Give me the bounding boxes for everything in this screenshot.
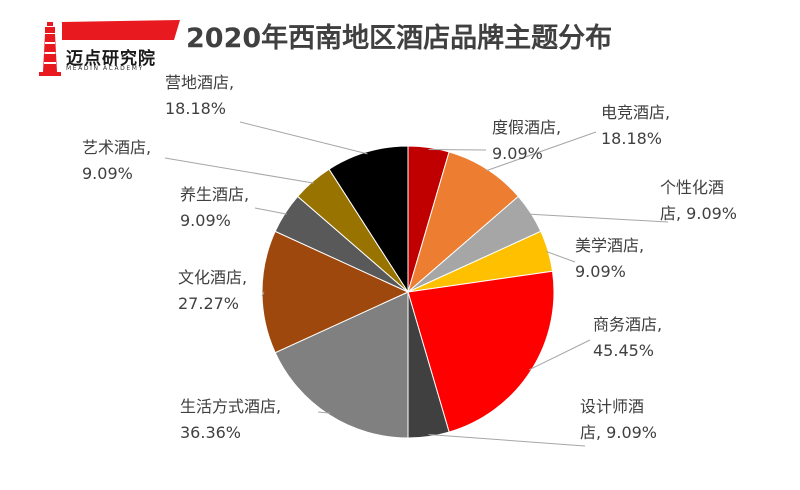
data-label-10: 艺术酒店, 9.09% <box>82 138 151 183</box>
logo: 迈点研究院 MEADIN ACADEMY <box>36 20 180 78</box>
data-label-name: 商务酒店, <box>593 315 662 334</box>
data-label-name: 营地酒店, <box>165 73 234 92</box>
data-label-11: 营地酒店, 18.18% <box>165 73 234 118</box>
data-label-1: 度假酒店, 9.09% <box>492 118 561 163</box>
data-label-value: 18.18% <box>165 99 226 118</box>
data-label-8: 文化酒店, 27.27% <box>178 268 247 313</box>
logo-banner <box>62 20 180 40</box>
leader-line-2 <box>485 131 597 172</box>
data-label-name: 个性化酒 <box>660 178 724 197</box>
data-label-name: 度假酒店, <box>492 118 561 137</box>
data-label-value: 9.09% <box>82 164 133 183</box>
chart-title: 2020年西南地区酒店品牌主题分布 <box>186 23 613 54</box>
data-label-value: 27.27% <box>178 294 239 313</box>
data-label-value: 45.45% <box>593 341 654 360</box>
data-labels: 度假酒店, 9.09% 电竞酒店, 18.18% 个性化酒店, 9.09% 美学酒店, 9.… <box>82 73 737 442</box>
data-label-value: 9.09% <box>575 262 626 281</box>
data-label-6: 设计师酒店, 9.09% <box>580 397 657 442</box>
data-label-9: 养生酒店, 9.09% <box>180 185 249 230</box>
data-label-7: 生活方式酒店, 36.36% <box>180 397 281 442</box>
data-label-name: 美学酒店, <box>575 236 644 255</box>
data-label-value: 36.36% <box>180 423 241 442</box>
data-label-value: 店, 9.09% <box>660 204 737 223</box>
leader-line-8 <box>261 291 265 297</box>
logo-subtext: MEADIN ACADEMY <box>66 65 144 72</box>
data-label-2: 电竞酒店, 18.18% <box>601 103 670 148</box>
data-label-name: 设计师酒 <box>580 397 644 416</box>
pie-slices <box>261 145 555 439</box>
logo-text: 迈点研究院 <box>66 49 156 69</box>
leader-line-5 <box>528 339 591 371</box>
data-label-value: 店, 9.09% <box>580 423 657 442</box>
pie-slice-2 <box>407 151 520 294</box>
data-label-name: 电竞酒店, <box>601 103 670 122</box>
pie-slice-5 <box>407 270 555 433</box>
data-label-name: 文化酒店, <box>178 268 247 287</box>
leader-line-11 <box>239 121 368 155</box>
leader-line-10 <box>164 157 314 184</box>
leader-line-1 <box>428 148 487 151</box>
leader-line-6 <box>428 434 586 447</box>
pie-slice-11 <box>328 145 409 294</box>
data-label-value: 9.09% <box>492 144 543 163</box>
leader-lines <box>164 121 669 447</box>
data-label-4: 美学酒店, 9.09% <box>575 236 644 281</box>
data-label-name: 艺术酒店, <box>82 138 151 157</box>
leader-line-7 <box>317 411 331 414</box>
lighthouse-icon <box>39 22 61 76</box>
data-label-3: 个性化酒店, 9.09% <box>660 178 737 223</box>
data-label-value: 18.18% <box>601 129 662 148</box>
data-label-name: 养生酒店, <box>180 185 249 204</box>
data-label-value: 9.09% <box>180 211 231 230</box>
leader-line-4 <box>545 250 576 263</box>
pie-slice-8 <box>261 230 410 354</box>
leader-line-9 <box>254 207 287 215</box>
pie-slice-7 <box>274 291 409 439</box>
leader-line-3 <box>529 213 669 223</box>
data-label-name: 生活方式酒店, <box>180 397 281 416</box>
data-label-5: 商务酒店, 45.45% <box>593 315 662 360</box>
